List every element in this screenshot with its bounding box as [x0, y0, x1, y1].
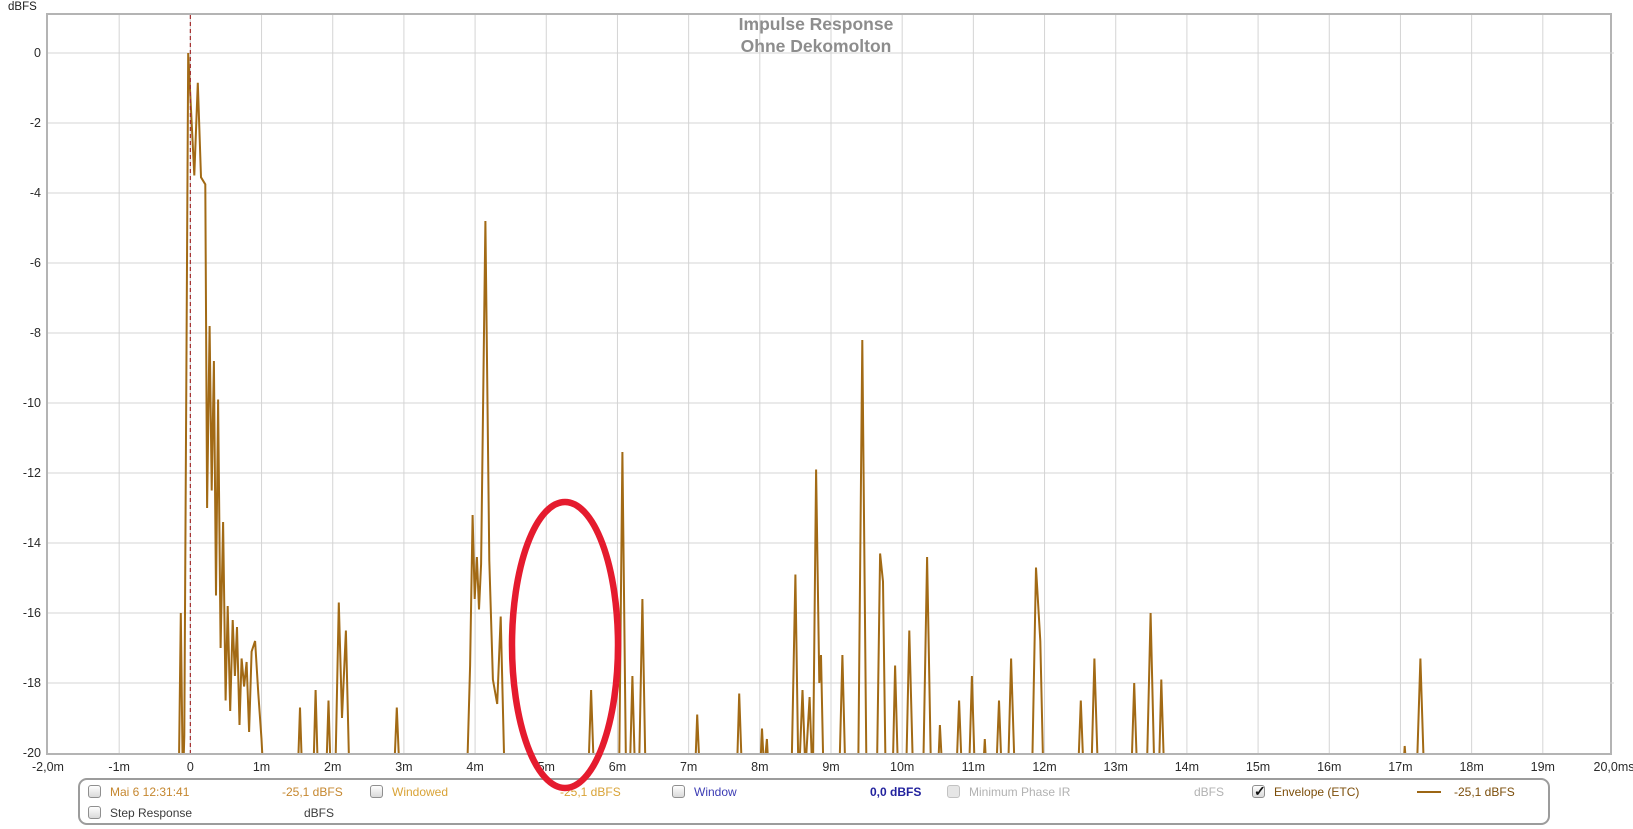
x-tick-label: 7m	[679, 760, 698, 774]
x-tick-label: 18m	[1459, 760, 1484, 774]
y-tick-label: 0	[34, 46, 41, 60]
checkmark-icon: ✓	[1254, 783, 1266, 799]
x-tick-label: 14m	[1174, 760, 1200, 774]
envelope-label[interactable]: Envelope (ETC)	[1274, 785, 1360, 799]
window-label[interactable]: Window	[694, 785, 737, 799]
x-tick-label: -1m	[108, 760, 130, 774]
x-tick-label: 20,0ms	[1593, 760, 1633, 774]
minimum-phase-checkbox[interactable]	[947, 785, 960, 798]
measurement-level-value: -25,1 dBFS	[282, 785, 343, 799]
legend-bar: Mai 6 12:31:41 -25,1 dBFS Windowed -25,1…	[78, 778, 1550, 825]
x-tick-label: 12m	[1032, 760, 1057, 774]
minimum-phase-level-value: dBFS	[1194, 785, 1225, 799]
x-tick-label: 10m	[890, 760, 915, 774]
y-tick-label: -4	[29, 186, 41, 200]
measurement-label[interactable]: Mai 6 12:31:41	[110, 785, 190, 799]
x-tick-label: 3m	[395, 760, 413, 774]
y-tick-label: -18	[22, 676, 41, 690]
etc-trace	[178, 52, 1425, 753]
windowed-checkbox[interactable]	[370, 785, 383, 798]
step-response-checkbox[interactable]	[88, 806, 101, 819]
y-axis-unit-label: dBFS	[8, 1, 37, 13]
y-tick-label: -20	[22, 746, 41, 760]
measurement-checkbox[interactable]	[88, 785, 101, 798]
window-checkbox[interactable]	[672, 785, 685, 798]
window-level-value: 0,0 dBFS	[870, 785, 922, 799]
windowed-level-value: -25,1 dBFS	[560, 785, 621, 799]
y-tick-label: -8	[29, 326, 41, 340]
y-tick-label: -10	[22, 396, 41, 410]
x-tick-label: -2,0m	[32, 760, 64, 774]
y-tick-label: -6	[29, 256, 41, 270]
step-response-label[interactable]: Step Response	[110, 806, 193, 820]
x-tick-label: 19m	[1530, 760, 1555, 774]
envelope-level-value: -25,1 dBFS	[1454, 785, 1515, 799]
y-tick-label: -14	[22, 536, 41, 550]
envelope-line-swatch	[1417, 791, 1441, 793]
y-tick-label: -16	[22, 606, 41, 620]
x-tick-label: 9m	[822, 760, 840, 774]
step-response-level-value: dBFS	[304, 806, 335, 820]
windowed-label[interactable]: Windowed	[392, 785, 449, 799]
x-tick-label: 8m	[751, 760, 769, 774]
impulse-response-plot[interactable]	[46, 13, 1614, 755]
x-tick-label: 17m	[1388, 760, 1413, 774]
x-tick-label: 2m	[324, 760, 342, 774]
x-tick-label: 11m	[961, 760, 986, 774]
x-tick-label: 0	[186, 760, 194, 774]
envelope-checkbox[interactable]: ✓	[1252, 783, 1266, 799]
x-tick-label: 4m	[466, 760, 484, 774]
x-tick-label: 13m	[1103, 760, 1128, 774]
x-tick-label: 1m	[252, 760, 271, 774]
y-tick-label: -2	[29, 116, 41, 130]
minimum-phase-label: Minimum Phase IR	[969, 785, 1071, 799]
x-tick-label: 16m	[1317, 760, 1342, 774]
x-tick-label: 15m	[1245, 760, 1271, 774]
y-tick-label: -12	[22, 466, 41, 480]
